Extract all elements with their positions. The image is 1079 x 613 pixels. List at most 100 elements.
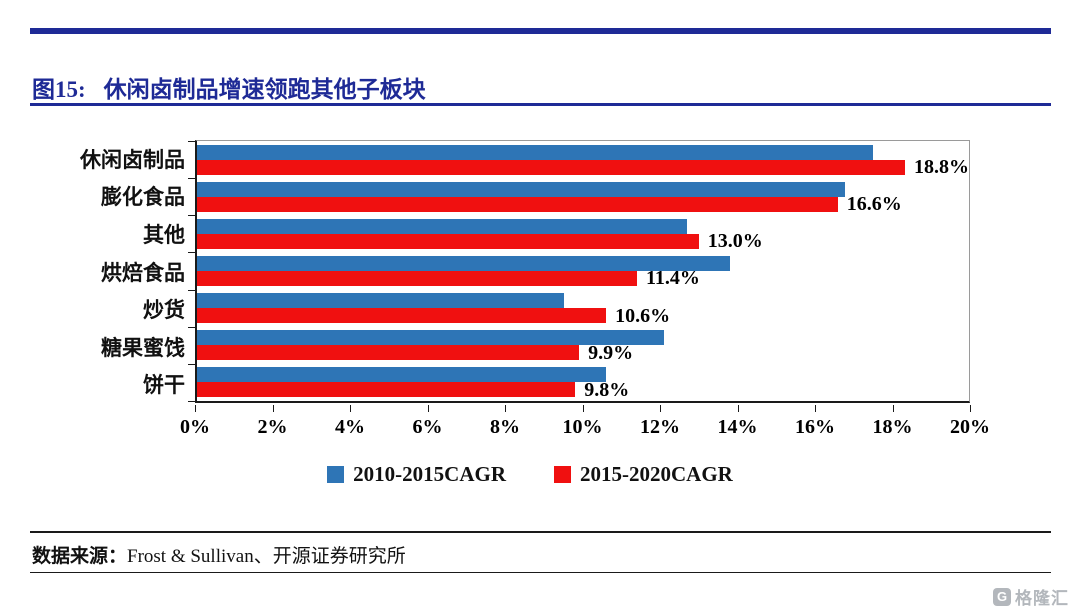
x-axis-tick [505,405,506,412]
category-label: 休闲卤制品 [80,147,185,172]
bar-line [197,181,969,197]
bar-line: 13.0% [197,230,969,253]
bar-chart: 休闲卤制品 膨化食品 其他 烘焙食品 炒货 糖果蜜饯 饼干 18.8% 16.6% 13.0% 1… [30,140,1030,403]
data-label: 13.0% [707,230,763,253]
bar-line: 9.9% [197,341,969,364]
x-axis-tick [427,405,429,412]
bar-line: 18.8% [197,156,969,179]
x-axis-tick [582,405,584,412]
bar-line [197,367,969,383]
x-axis-tick-label: 0% [180,416,210,438]
bar-2015-2020 [197,159,905,175]
x-axis-tick-label: 20% [950,416,990,438]
data-label: 9.9% [588,341,634,364]
legend-label: 2015-2020CAGR [580,462,733,486]
bar-2010-2015 [197,330,665,346]
category-label: 其他 [143,222,185,247]
data-label: 10.6% [615,304,671,327]
bar-line: 10.6% [197,304,969,327]
y-axis-tick [188,289,196,291]
y-axis-tick [188,363,196,365]
bar-line [197,330,969,346]
watermark-text: 格隆汇 [1015,589,1069,608]
bar-2010-2015 [197,218,688,234]
plot-area: 18.8% 16.6% 13.0% 11.4% 10.6% 9.9% 9.8% [188,140,970,403]
category-label: 膨化食品 [101,185,185,210]
data-label: 18.8% [914,156,969,179]
bar-line: 11.4% [197,267,969,290]
x-axis-tick [892,405,894,412]
bar-line: 16.6% [197,193,969,216]
bar-line [197,293,969,309]
bar-2010-2015 [197,255,730,271]
x-axis: 0% 2% 4% 6% 8% 10% 12% 14% 16% 18% 20% [180,405,990,451]
footer-divider-bottom [30,572,1051,573]
x-axis-tick-label: 2% [257,416,288,438]
figure-title-text: 休闲卤制品增速领跑其他子板块 [103,77,426,102]
x-axis-tick-label: 18% [872,416,913,438]
y-axis-tick [188,326,196,328]
data-source-value: Frost & Sullivan、开源证券研究所 [127,546,406,567]
category-label: 烘焙食品 [101,260,185,285]
x-axis-tick-label: 14% [717,416,758,438]
watermark-logo-icon: G [993,587,1011,606]
legend-swatch [554,466,571,483]
bar-2015-2020 [197,308,607,324]
bar-2010-2015 [197,293,564,309]
bar-2015-2020 [197,270,638,286]
x-axis-tick [195,405,196,412]
chart-legend: 2010-2015CAGR 2015-2020CAGR [30,462,1030,488]
x-axis-tick [350,405,351,412]
bar-2015-2020 [197,382,576,398]
data-label: 16.6% [846,193,902,216]
y-axis-tick [188,252,196,254]
bar-2010-2015 [197,181,846,197]
x-axis-tick [272,405,274,412]
x-axis-tick-label: 8% [490,416,520,438]
bar-line [197,144,969,160]
y-axis-tick [188,178,196,180]
bar-2015-2020 [197,345,580,361]
x-axis-tick-label: 10% [562,416,603,438]
category-label: 饼干 [143,373,185,398]
y-axis-tick [188,141,196,142]
bar-line [197,218,969,234]
category-label: 糖果蜜饯 [101,335,185,360]
y-axis-tick [188,215,196,217]
x-axis-tick [660,405,661,412]
x-axis-tick-label: 4% [335,416,365,438]
category-label: 炒货 [143,298,185,323]
category-row: 13.0% [197,215,969,252]
data-source: 数据来源：Frost & Sullivan、开源证券研究所 [32,541,406,568]
footer-divider-top [30,531,1051,533]
y-axis-tick [188,401,196,402]
figure-number: 图15: [32,77,86,102]
x-axis-tick [970,405,971,412]
bar-2015-2020 [197,196,838,212]
data-source-label: 数据来源： [32,546,128,567]
top-divider [30,28,1051,34]
category-row: 9.9% [197,327,969,364]
x-axis-tick [815,405,816,412]
data-label: 9.8% [584,378,630,401]
bar-2010-2015 [197,367,607,383]
legend-swatch [327,466,345,483]
category-row: 16.6% [197,178,969,215]
legend-item: 2010-2015CAGR [327,462,506,487]
x-axis-tick-label: 16% [795,416,835,438]
legend-label: 2010-2015CAGR [353,462,506,486]
bar-2015-2020 [197,233,699,249]
x-axis-tick-label: 12% [640,416,680,438]
category-row: 10.6% [197,290,969,327]
category-row: 11.4% [197,252,969,289]
category-row: 18.8% [197,141,969,178]
legend-item: 2015-2020CAGR [554,462,733,487]
data-label: 11.4% [646,267,700,290]
watermark: G 格隆汇 [993,584,1069,609]
category-row: 9.8% [197,364,969,401]
title-divider [30,103,1051,106]
figure-title: 图15: 休闲卤制品增速领跑其他子板块 [32,70,426,104]
bar-line: 9.8% [197,378,969,401]
y-axis-labels: 休闲卤制品膨化食品其他烘焙食品炒货糖果蜜饯饼干 [30,140,195,403]
